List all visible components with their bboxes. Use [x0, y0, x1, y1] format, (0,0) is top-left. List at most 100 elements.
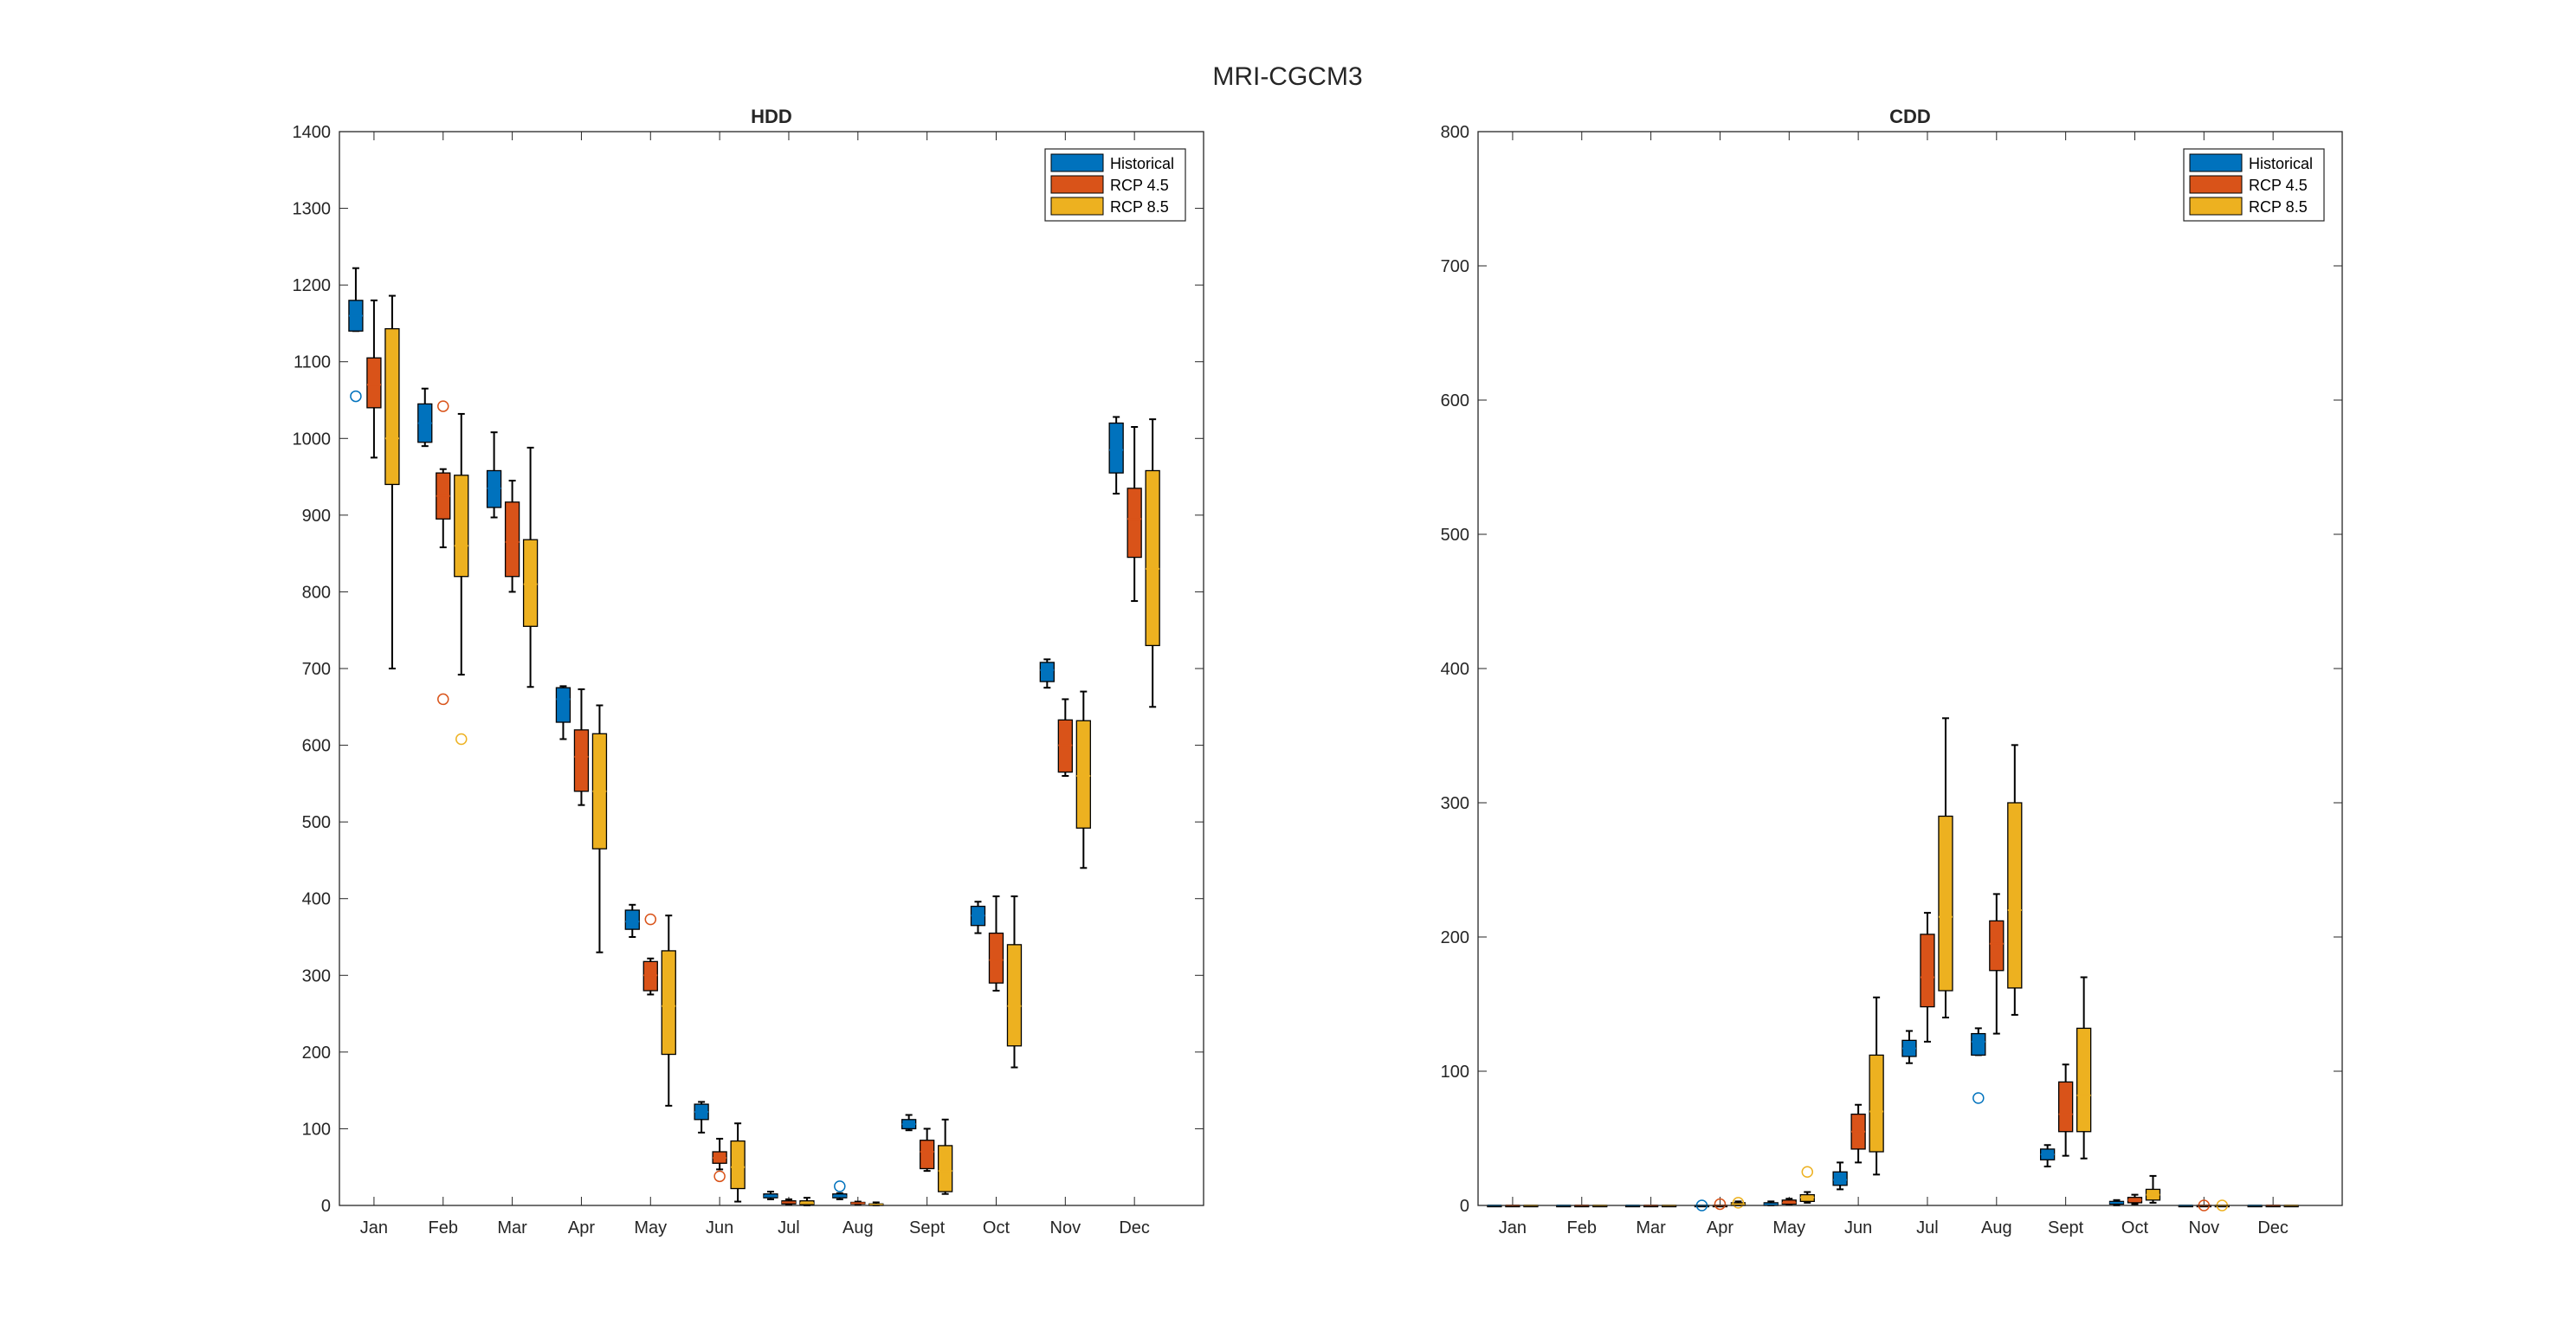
- hdd-ytick-label: 600: [302, 737, 331, 756]
- hdd-legend-label-rcp85: RCP 8.5: [1110, 198, 1169, 216]
- cdd-ytick-label: 500: [1441, 526, 1469, 545]
- hdd-ytick-label: 900: [302, 507, 331, 526]
- hdd-box-historical: [1108, 422, 1124, 474]
- hdd-box-historical: [1039, 662, 1055, 682]
- cdd-plot-area: [1478, 132, 2342, 1205]
- cdd-xtick-label: Jan: [1499, 1218, 1527, 1237]
- hdd-plot-area: [339, 132, 1204, 1205]
- hdd-ytick-label: 1400: [293, 123, 332, 142]
- hdd-outlier-rcp45: [713, 1170, 726, 1183]
- cdd-outlier-rcp85: [1732, 1197, 1745, 1209]
- figure-title: MRI-CGCM3: [1212, 62, 1362, 91]
- hdd-xtick-label: Jan: [360, 1218, 388, 1237]
- hdd-box-rcp45: [366, 357, 382, 409]
- cdd-outlier-historical: [1972, 1092, 1985, 1104]
- cdd-ytick-label: 600: [1441, 391, 1469, 410]
- hdd-xtick-label: Mar: [497, 1218, 527, 1237]
- hdd-ytick-label: 1300: [293, 200, 332, 219]
- hdd-outlier-rcp85: [455, 733, 468, 746]
- cdd-box-rcp85: [1938, 815, 1953, 992]
- hdd-y-axis: 0 100 200 300 400 500 600 700 800 900 1000 1100 1200…: [293, 123, 1204, 1216]
- cdd-xtick-label: Apr: [1707, 1218, 1733, 1237]
- cdd-box-rcp85: [2076, 1027, 2092, 1133]
- cdd-legend-label-rcp45: RCP 4.5: [2249, 177, 2308, 194]
- hdd-x-axis: Jan Feb Mar Apr May Jun Jul Aug Sept Oct Nov Dec: [360, 132, 1150, 1237]
- hdd-box-rcp45: [504, 501, 520, 578]
- hdd-box-historical: [624, 909, 640, 930]
- hdd-box-rcp45: [988, 932, 1004, 984]
- hdd-legend-swatch-rcp45: [1050, 175, 1104, 194]
- cdd-xtick-label: Dec: [2257, 1218, 2289, 1237]
- hdd-outlier-rcp45: [437, 693, 449, 706]
- hdd-legend-label-rcp45: RCP 4.5: [1110, 177, 1169, 194]
- cdd-legend-label-historical: Historical: [2249, 155, 2313, 172]
- cdd-ytick-label: 200: [1441, 928, 1469, 947]
- hdd-box-rcp85: [1075, 720, 1091, 829]
- hdd-ytick-label: 1000: [293, 430, 332, 449]
- hdd-xtick-label: Jun: [706, 1218, 733, 1237]
- hdd-ytick-label: 1200: [293, 276, 332, 295]
- cdd-title: CDD: [1889, 106, 1931, 127]
- cdd-xtick-label: Aug: [1981, 1218, 2012, 1237]
- cdd-ytick-label: 300: [1441, 794, 1469, 813]
- hdd-box-rcp85: [937, 1145, 953, 1192]
- hdd-ytick-label: 300: [302, 966, 331, 985]
- hdd-box-rcp85: [384, 327, 400, 486]
- hdd-ytick-label: 700: [302, 660, 331, 679]
- cdd-box-rcp45: [2057, 1081, 2074, 1133]
- hdd-axes-frame: [339, 131, 1204, 1206]
- hdd-legend-swatch-rcp85: [1050, 197, 1104, 216]
- hdd-outlier-historical: [834, 1180, 846, 1192]
- hdd-legend-label-historical: Historical: [1110, 155, 1174, 172]
- hdd-box-rcp85: [1145, 469, 1160, 647]
- hdd-ytick-label: 1100: [294, 353, 331, 372]
- hdd-outlier-rcp45: [644, 913, 657, 926]
- hdd-xtick-label: Apr: [568, 1218, 595, 1237]
- hdd-xtick-label: Sept: [909, 1218, 946, 1237]
- cdd-xtick-label: Oct: [2121, 1218, 2149, 1237]
- cdd-axes-frame: [1477, 131, 2343, 1206]
- hdd-box-rcp85: [522, 539, 539, 627]
- cdd-xtick-label: Jul: [1916, 1218, 1939, 1237]
- hdd-legend: Historical RCP 4.5 RCP 8.5: [1044, 148, 1186, 222]
- hdd-ytick-label: 0: [321, 1197, 331, 1216]
- hdd-box-rcp85: [1006, 944, 1023, 1047]
- hdd-outlier-rcp45: [437, 400, 449, 412]
- cdd-legend-label-rcp85: RCP 8.5: [2249, 198, 2308, 216]
- cdd-legend-swatch-historical: [2189, 153, 2243, 172]
- cdd-ytick-label: 100: [1441, 1063, 1469, 1082]
- hdd-box-rcp45: [919, 1140, 935, 1170]
- hdd-box-rcp85: [661, 950, 676, 1056]
- hdd-boxes: [348, 267, 1160, 1206]
- hdd-ytick-label: 100: [302, 1120, 331, 1139]
- hdd-xtick-label: May: [634, 1218, 667, 1237]
- hdd-xtick-label: Aug: [843, 1218, 874, 1237]
- cdd-box-rcp45: [1989, 920, 2005, 972]
- cdd-ytick-label: 0: [1460, 1197, 1469, 1216]
- hdd-box-rcp85: [454, 475, 469, 578]
- cdd-xtick-label: Jun: [1844, 1218, 1872, 1237]
- cdd-panel: CDD 0 100 200 300 400 500 600 700 800 Jan Feb Mar A…: [1441, 106, 2343, 1237]
- hdd-xtick-label: Nov: [1050, 1218, 1081, 1237]
- cdd-y-axis: 0 100 200 300 400 500 600 700 800: [1441, 123, 2342, 1216]
- cdd-legend-swatch-rcp85: [2189, 197, 2243, 216]
- cdd-ytick-label: 400: [1441, 660, 1469, 679]
- hdd-box-rcp45: [1127, 488, 1142, 559]
- cdd-ytick-label: 700: [1441, 257, 1469, 276]
- hdd-legend-swatch-historical: [1050, 153, 1104, 172]
- cdd-xtick-label: May: [1772, 1218, 1805, 1237]
- cdd-xtick-label: Sept: [2048, 1218, 2084, 1237]
- hdd-xtick-label: Jul: [778, 1218, 800, 1237]
- hdd-panel: HDD 0 100 200 300 400 500 600 700 800 900 1000 1100…: [293, 106, 1204, 1237]
- hdd-ytick-label: 200: [302, 1044, 331, 1063]
- cdd-x-axis: Jan Feb Mar Apr May Jun Jul Aug Sept Oct Nov Dec: [1499, 132, 2289, 1237]
- cdd-outlier-rcp45: [1714, 1198, 1727, 1211]
- hdd-ytick-label: 800: [302, 583, 331, 602]
- cdd-ytick-label: 800: [1441, 123, 1469, 142]
- cdd-outlier-rcp85: [1801, 1166, 1814, 1178]
- hdd-ytick-label: 400: [302, 890, 331, 909]
- cdd-box-historical: [1832, 1171, 1848, 1186]
- cdd-box-rcp85: [1869, 1054, 1884, 1153]
- hdd-outlier-historical: [350, 390, 362, 403]
